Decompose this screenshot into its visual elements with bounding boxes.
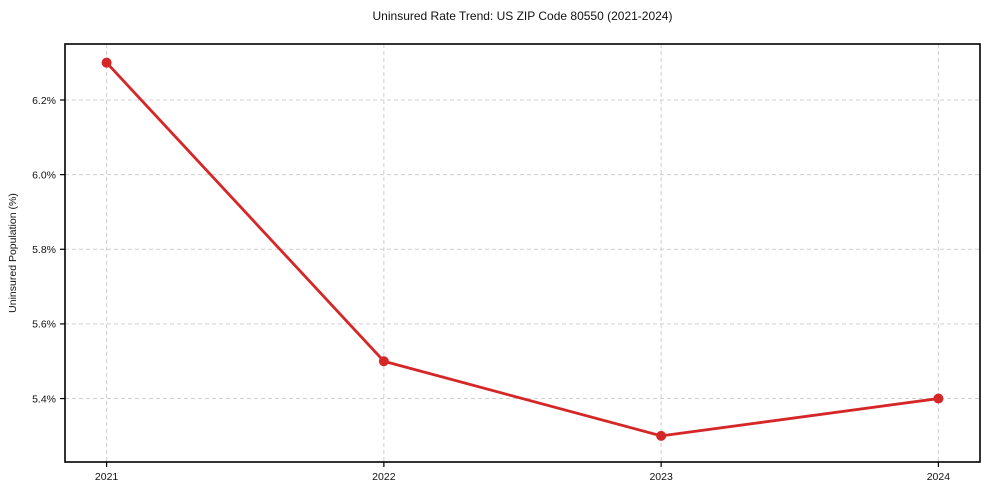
x-tick-label: 2021: [95, 471, 119, 483]
x-tick-label: 2023: [649, 471, 673, 483]
y-tick-label: 5.6%: [32, 319, 56, 331]
y-tick-label: 6.0%: [32, 169, 56, 181]
chart-title: Uninsured Rate Trend: US ZIP Code 80550 …: [372, 9, 673, 23]
data-point: [656, 430, 667, 441]
trend-line: [105, 61, 940, 438]
data-point: [933, 393, 944, 404]
y-axis-label: Uninsured Population (%): [7, 193, 19, 313]
data-point: [378, 356, 389, 367]
x-tick-label: 2024: [927, 471, 951, 483]
x-tick-label: 2022: [372, 471, 396, 483]
y-tick-label: 5.8%: [32, 244, 56, 256]
data-point: [101, 57, 112, 68]
y-tick-label: 5.4%: [32, 393, 56, 405]
plot-border: [64, 43, 981, 463]
y-tick-label: 6.2%: [32, 95, 56, 107]
